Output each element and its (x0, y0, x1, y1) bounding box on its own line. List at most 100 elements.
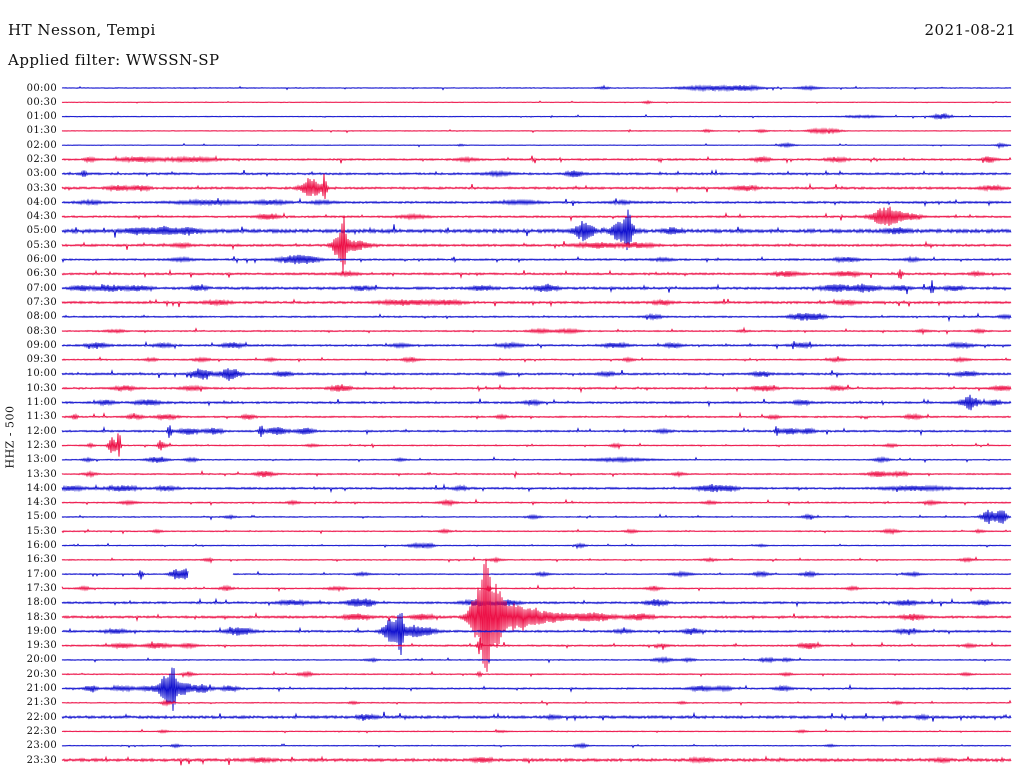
time-label-04:30: 04:30 (26, 211, 57, 223)
time-label-15:00: 15:00 (26, 511, 57, 523)
time-label-00:00: 00:00 (26, 82, 57, 94)
time-label-06:30: 06:30 (26, 268, 57, 280)
time-label-18:30: 18:30 (26, 611, 57, 623)
trace-row-14:30 (61, 498, 1012, 507)
time-label-05:00: 05:00 (26, 225, 57, 237)
time-label-21:00: 21:00 (26, 683, 57, 695)
trace-row-10:00 (61, 368, 1012, 381)
time-label-01:30: 01:30 (26, 125, 57, 137)
trace-row-04:30 (61, 206, 1012, 226)
time-label-19:00: 19:00 (26, 625, 57, 637)
trace-row-16:30 (61, 556, 1012, 564)
trace-row-03:30 (61, 173, 1012, 199)
time-label-20:00: 20:00 (26, 654, 57, 666)
time-label-16:00: 16:00 (26, 540, 57, 552)
trace-row-04:00 (61, 197, 1012, 208)
time-label-21:30: 21:30 (26, 697, 57, 709)
trace-row-13:00 (61, 456, 1012, 464)
time-label-15:30: 15:30 (26, 525, 57, 537)
time-label-14:00: 14:00 (26, 482, 57, 494)
time-label-03:30: 03:30 (26, 182, 57, 194)
station-title: HT Nesson, Tempi (8, 21, 156, 39)
time-label-14:30: 14:30 (26, 497, 57, 509)
trace-row-10:30 (61, 383, 1012, 394)
trace-row-23:00 (61, 742, 1012, 750)
time-label-10:00: 10:00 (26, 368, 57, 380)
trace-row-18:30 (61, 558, 1012, 672)
time-label-17:30: 17:30 (26, 582, 57, 594)
time-label-12:30: 12:30 (26, 439, 57, 451)
time-label-01:00: 01:00 (26, 111, 57, 123)
seismogram-traces (61, 84, 1012, 766)
trace-row-22:30 (61, 728, 1012, 734)
time-label-02:30: 02:30 (26, 153, 57, 165)
time-label-19:30: 19:30 (26, 640, 57, 652)
trace-row-07:00 (61, 280, 1012, 295)
trace-row-21:30 (61, 698, 1012, 707)
time-label-22:30: 22:30 (26, 725, 57, 737)
time-label-09:00: 09:00 (26, 339, 57, 351)
time-label-08:00: 08:00 (26, 311, 57, 323)
time-label-00:30: 00:30 (26, 96, 57, 108)
time-label-06:00: 06:00 (26, 254, 57, 266)
time-label-20:30: 20:30 (26, 668, 57, 680)
trace-row-06:00 (61, 254, 1012, 265)
trace-row-19:00 (61, 612, 1012, 656)
time-label-08:30: 08:30 (26, 325, 57, 337)
trace-row-11:30 (61, 411, 1012, 421)
trace-row-01:30 (61, 127, 1012, 135)
time-label-17:00: 17:00 (26, 568, 57, 580)
time-label-16:30: 16:30 (26, 554, 57, 566)
trace-row-16:00 (61, 541, 1012, 550)
trace-row-02:30 (61, 155, 1012, 164)
trace-row-00:30 (61, 99, 1012, 105)
time-label-23:00: 23:00 (26, 740, 57, 752)
time-label-10:30: 10:30 (26, 382, 57, 394)
trace-row-00:00 (61, 84, 1012, 93)
trace-row-15:00 (61, 509, 1012, 524)
trace-row-11:00 (61, 394, 1012, 411)
time-label-12:00: 12:00 (26, 425, 57, 437)
trace-row-03:00 (61, 168, 1012, 178)
date-label: 2021-08-21 (924, 21, 1016, 39)
time-label-11:30: 11:30 (26, 411, 57, 423)
time-label-07:30: 07:30 (26, 296, 57, 308)
trace-row-05:00 (61, 209, 1012, 251)
trace-row-20:00 (61, 655, 1012, 664)
trace-row-17:00 (61, 568, 1012, 580)
filter-label: Applied filter: WWSSN-SP (8, 51, 220, 69)
trace-row-14:00 (61, 483, 1012, 494)
trace-row-09:00 (61, 340, 1012, 350)
trace-row-17:30 (61, 584, 1012, 593)
time-label-05:30: 05:30 (26, 239, 57, 251)
trace-row-15:30 (61, 527, 1012, 536)
trace-row-01:00 (61, 112, 1012, 120)
trace-row-19:30 (61, 637, 1012, 655)
trace-row-21:00 (61, 667, 1012, 711)
trace-row-07:30 (61, 298, 1012, 308)
trace-row-02:00 (61, 141, 1012, 150)
trace-row-09:30 (61, 356, 1012, 364)
trace-row-06:30 (61, 268, 1012, 280)
time-label-02:00: 02:00 (26, 139, 57, 151)
time-label-18:00: 18:00 (26, 597, 57, 609)
trace-row-22:00 (61, 711, 1012, 723)
time-label-03:00: 03:00 (26, 168, 57, 180)
trace-row-08:30 (61, 326, 1012, 336)
trace-row-05:30 (61, 216, 1012, 273)
trace-row-12:00 (61, 425, 1012, 438)
trace-row-08:00 (61, 312, 1012, 323)
time-label-22:00: 22:00 (26, 711, 57, 723)
trace-row-13:30 (61, 469, 1012, 479)
trace-row-18:00 (61, 597, 1012, 608)
time-label-23:30: 23:30 (26, 754, 57, 766)
time-label-07:00: 07:00 (26, 282, 57, 294)
time-label-04:00: 04:00 (26, 196, 57, 208)
time-label-09:30: 09:30 (26, 354, 57, 366)
trace-row-12:30 (61, 433, 1012, 457)
time-label-13:00: 13:00 (26, 454, 57, 466)
trace-row-23:30 (61, 755, 1012, 766)
time-label-11:00: 11:00 (26, 397, 57, 409)
trace-row-20:30 (61, 670, 1012, 679)
